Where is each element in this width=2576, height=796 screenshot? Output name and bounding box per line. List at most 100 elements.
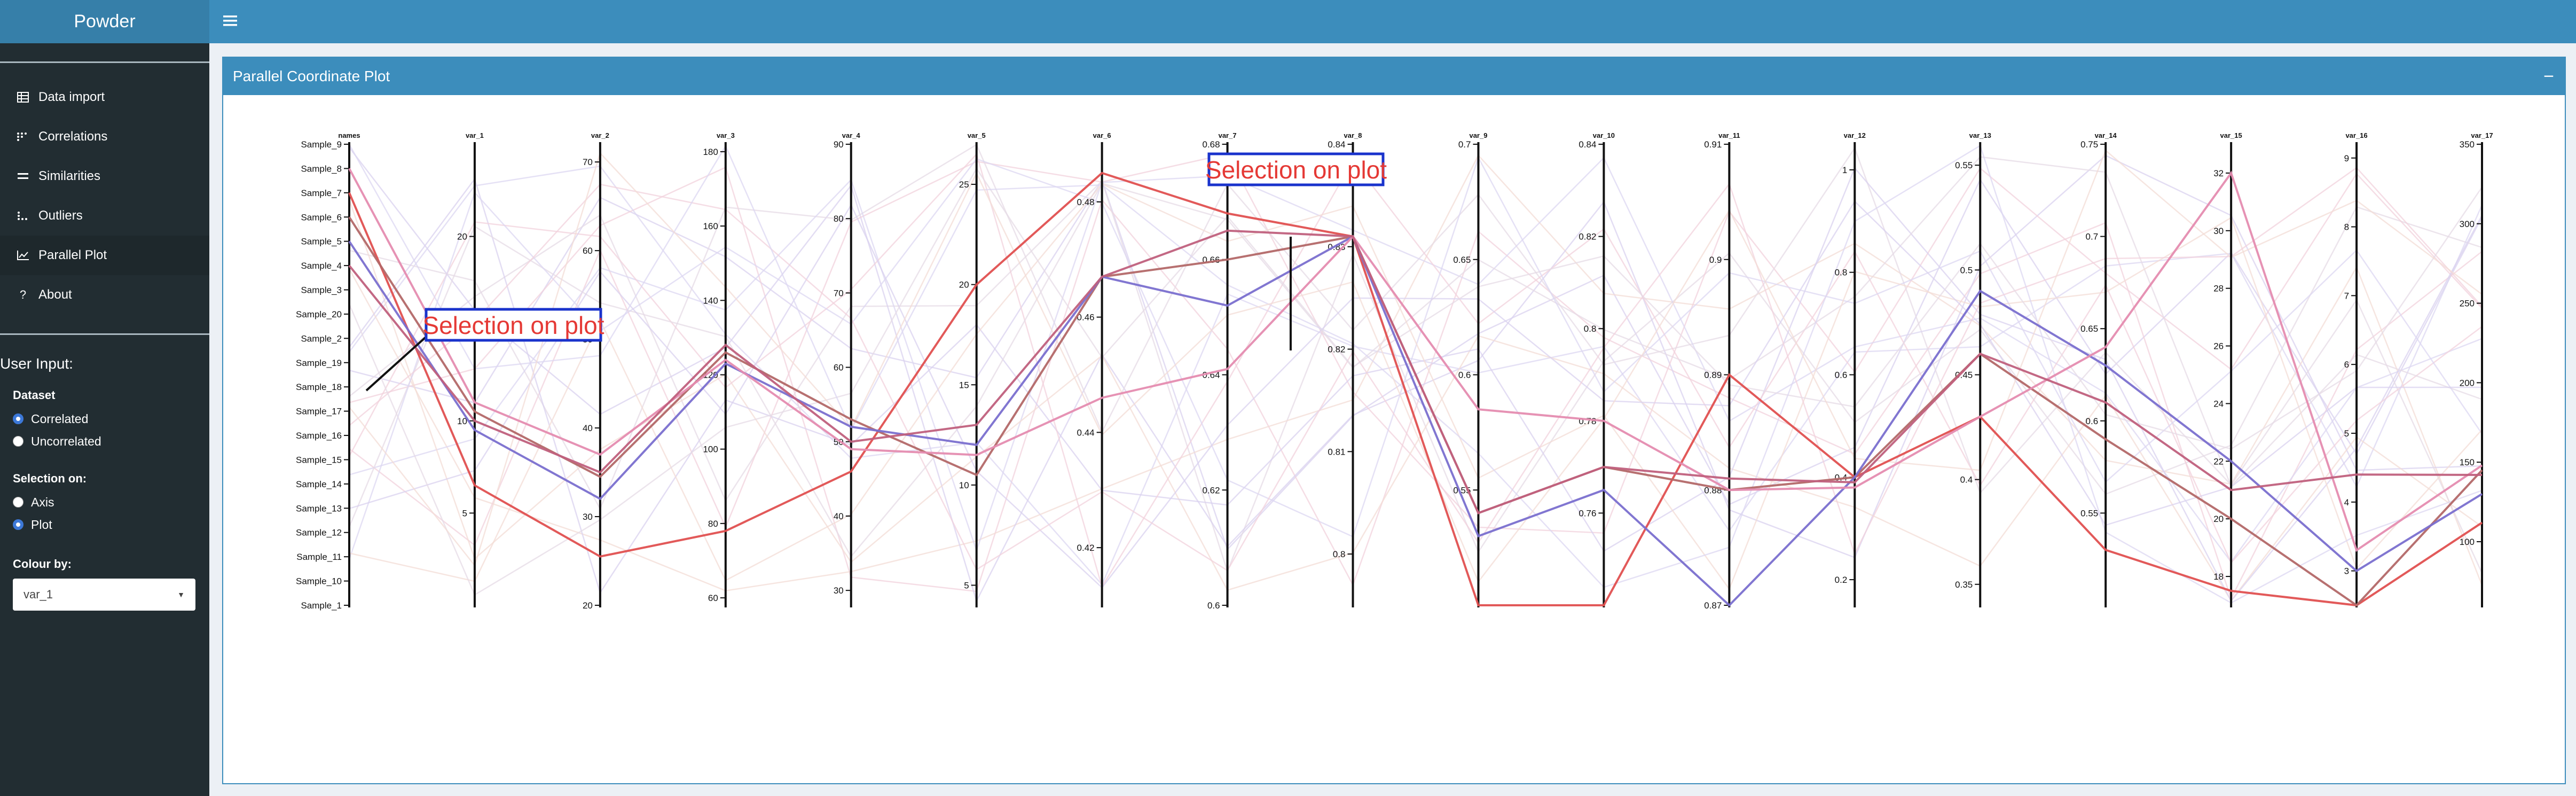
tick-label: Sample_6 <box>301 212 342 222</box>
tick-label: 30 <box>2213 226 2224 236</box>
line-chart-icon <box>15 247 31 263</box>
highlighted-line <box>348 168 2483 552</box>
panel-header: Parallel Coordinate Plot − <box>223 58 2565 95</box>
question-icon: ? <box>15 287 31 303</box>
tick-label: 10 <box>457 416 467 426</box>
tick-label: 70 <box>583 157 593 167</box>
tick-label: 0.55 <box>1955 160 1973 170</box>
tick-label: 180 <box>703 147 718 157</box>
tick-label: 5 <box>964 580 969 590</box>
tick-label: 0.8 <box>1584 324 1597 334</box>
axis-title: var_16 <box>2345 131 2367 139</box>
top-navbar <box>209 0 2576 43</box>
user-input-title: User Input: <box>0 355 73 372</box>
tick-label: 7 <box>2344 291 2349 301</box>
sidebar-item-parallel-plot[interactable]: Parallel Plot <box>0 236 209 275</box>
annotation-label: Selection on plot <box>422 311 604 339</box>
selection-option-plot[interactable]: Plot <box>0 513 209 536</box>
collapse-button[interactable]: − <box>2543 66 2554 87</box>
background-line <box>349 200 2483 589</box>
sidebar-item-correlations[interactable]: Correlations <box>0 117 209 157</box>
dataset-option-correlated[interactable]: Correlated <box>0 408 209 430</box>
tick-label: 3 <box>2344 566 2349 576</box>
background-line <box>349 180 2483 574</box>
background-line <box>349 143 2483 574</box>
axis-title: names <box>338 131 360 139</box>
tick-label: 26 <box>2213 341 2224 352</box>
background-line <box>349 183 2483 591</box>
axis-var_10: var_10 0.76 0.78 0.8 0.82 0.84 <box>1578 131 1615 607</box>
radio-correlated[interactable] <box>13 413 23 424</box>
dataset-label: Dataset <box>13 388 56 402</box>
selection-on-label: Selection on: <box>13 472 87 485</box>
background-line <box>348 167 2483 596</box>
tick-label: 80 <box>708 519 718 529</box>
tick-label: 8 <box>2344 222 2349 232</box>
tick-label: Sample_20 <box>296 309 342 319</box>
background-line <box>348 144 2483 604</box>
sidebar-divider <box>0 61 209 63</box>
annotation-box <box>425 308 602 342</box>
tick-label: 100 <box>703 444 718 455</box>
colour-by-select[interactable]: var_1 ▼ <box>13 579 195 611</box>
tick-label: 18 <box>2213 572 2224 582</box>
tick-label: 140 <box>703 295 718 306</box>
annotation-box <box>1207 152 1385 186</box>
tick-label: 0.55 <box>2080 508 2098 518</box>
axis-title: var_17 <box>2471 131 2493 139</box>
highlighted-line <box>348 229 2483 514</box>
background-line <box>349 178 2483 551</box>
tick-label: 10 <box>959 480 969 490</box>
dataset-option-uncorrelated[interactable]: Uncorrelated <box>0 430 209 452</box>
selection-annotation: Selection on plot <box>422 308 604 342</box>
tick-label: 40 <box>583 423 593 433</box>
tick-label: 350 <box>2460 139 2475 150</box>
sidebar-item-outliers[interactable]: Outliers <box>0 196 209 236</box>
tick-label: 25 <box>959 180 969 190</box>
axis-title: var_14 <box>2095 131 2117 139</box>
tick-label: 0.6 <box>2086 416 2099 426</box>
tick-label: 0.7 <box>1458 139 1471 150</box>
tick-label: 0.82 <box>1578 232 1596 242</box>
background-line <box>349 153 2483 547</box>
axis-var_12: var_120.20.40.60.81 <box>1835 131 1866 607</box>
tick-label: 28 <box>2213 284 2224 294</box>
tick-label: 30 <box>583 512 593 522</box>
tick-label: 0.75 <box>2080 139 2098 150</box>
tick-label: Sample_11 <box>296 552 342 562</box>
parallel-plot-panel: Parallel Coordinate Plot − names Sample_9… <box>222 57 2566 784</box>
radio-uncorrelated[interactable] <box>13 436 23 447</box>
selection-option-axis[interactable]: Axis <box>0 491 209 513</box>
tick-label: 0.45 <box>1955 370 1973 380</box>
tick-label: 9 <box>2344 153 2349 163</box>
axis-title: var_2 <box>591 131 609 139</box>
hamburger-icon <box>223 15 237 26</box>
axis-title: var_4 <box>842 131 861 139</box>
plot-area[interactable]: names Sample_9 Sample_8 Sample_7 Sample_6 Sam… <box>223 95 2565 783</box>
tick-label: Sample_15 <box>296 455 342 465</box>
tick-label: 0.8 <box>1835 268 1848 278</box>
sidebar-toggle-button[interactable] <box>221 12 239 30</box>
radio-plot[interactable] <box>13 519 23 530</box>
sidebar-item-about[interactable]: ? About <box>0 275 209 315</box>
tick-label: 60 <box>708 593 718 603</box>
tick-label: Sample_3 <box>301 285 342 295</box>
tick-label: 160 <box>703 221 718 231</box>
sidebar-item-similarities[interactable]: Similarities <box>0 157 209 196</box>
tick-label: 0.65 <box>2080 324 2098 334</box>
tick-label: Sample_12 <box>296 528 342 538</box>
sidebar-item-data-import[interactable]: Data import <box>0 77 209 117</box>
tick-label: 0.6 <box>1458 370 1471 380</box>
axis-title: var_5 <box>968 131 986 139</box>
tick-label: 1 <box>1842 165 1847 175</box>
axis-title: var_11 <box>1718 131 1740 139</box>
radio-axis[interactable] <box>13 497 23 508</box>
tick-label: Sample_8 <box>301 163 342 174</box>
tick-label: 0.82 <box>1328 345 1345 355</box>
tick-label: 20 <box>457 232 467 242</box>
axis-title: var_6 <box>1093 131 1111 139</box>
tick-label: 0.76 <box>1578 508 1596 518</box>
tick-label: 0.46 <box>1077 313 1095 323</box>
axis-title: var_7 <box>1219 131 1237 139</box>
